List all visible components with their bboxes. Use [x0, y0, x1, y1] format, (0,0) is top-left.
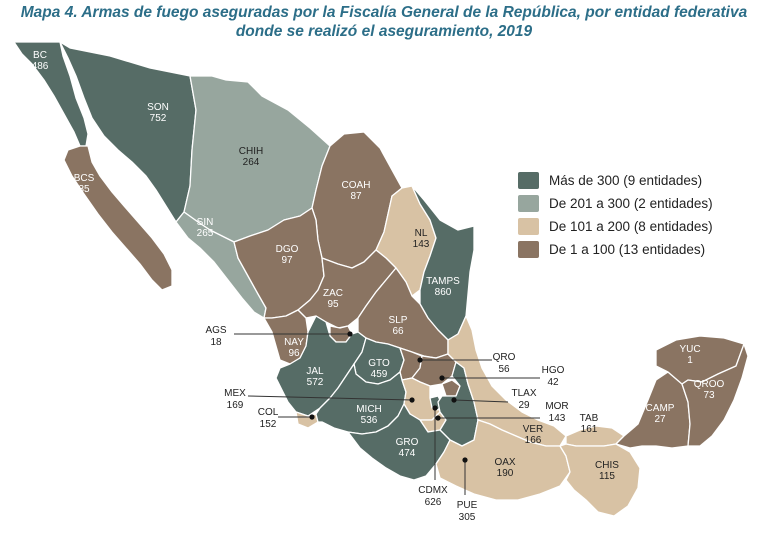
state-gro[interactable] — [347, 403, 451, 481]
label-mich: MICH 536 — [356, 404, 382, 426]
label-jal: JAL 572 — [306, 366, 324, 388]
label-gro: GRO 474 — [396, 437, 419, 459]
state-chis[interactable] — [559, 443, 641, 517]
map-title: Mapa 4. Armas de fuego aseguradas por la… — [0, 3, 768, 41]
legend-item-cat4: De 1 a 100 (13 entidades) — [518, 239, 713, 260]
dot-mex — [409, 397, 415, 403]
label-yuc: YUC 1 — [679, 344, 700, 366]
legend: Más de 300 (9 entidades) De 201 a 300 (2… — [518, 170, 713, 262]
leader-lines — [234, 333, 540, 495]
legend-label: De 1 a 100 (13 entidades) — [549, 242, 706, 257]
label-oax: OAX 190 — [494, 457, 515, 479]
dot-ags — [347, 331, 353, 337]
outside-labels: AGS 18 MEX 169 COL 152 QRO 56 HGO 42 TLAX 29 M… — [205, 325, 598, 523]
label-nl: NL 143 — [413, 228, 430, 250]
legend-item-cat1: Más de 300 (9 entidades) — [518, 170, 713, 191]
legend-swatch — [518, 241, 539, 258]
label-slp: SLP 66 — [389, 315, 408, 337]
label-coah: COAH 87 — [342, 180, 371, 202]
label-chis: CHIS 115 — [595, 460, 619, 482]
label-mor: MOR 143 — [545, 401, 568, 424]
state-labels: BC 486 SON 752 BCS 35 CHIH 264 COAH 87 SIN 265… — [32, 50, 725, 482]
label-nay: NAY 96 — [284, 337, 304, 359]
label-ags: AGS 18 — [205, 325, 226, 348]
legend-item-cat3: De 101 a 200 (8 entidades) — [518, 216, 713, 237]
label-pue: PUE 305 — [457, 500, 478, 523]
label-tab: TAB 161 — [580, 413, 599, 435]
label-bcs: BCS 35 — [74, 173, 95, 195]
label-cdmx: CDMX 626 — [418, 485, 448, 508]
dot-cdmx — [432, 405, 438, 411]
label-tamps: TAMPS 860 — [426, 276, 460, 298]
label-hgo: HGO 42 — [542, 365, 565, 388]
state-bcs[interactable] — [63, 145, 173, 291]
map-title-line-1: Mapa 4. Armas de fuego aseguradas por la… — [20, 4, 748, 21]
dot-pue — [462, 457, 468, 463]
label-ver: VER 166 — [523, 424, 544, 446]
legend-label: Más de 300 (9 entidades) — [549, 173, 703, 188]
dot-tlax — [451, 397, 457, 403]
map-title-line-2: donde se realizó el aseguramiento, 2019 — [235, 23, 533, 40]
legend-swatch — [518, 195, 539, 212]
label-dgo: DGO 97 — [276, 244, 299, 266]
dot-hgo — [439, 375, 445, 381]
legend-label: De 201 a 300 (2 entidades) — [549, 196, 713, 211]
label-col: COL 152 — [258, 407, 279, 430]
state-qroo[interactable] — [681, 343, 749, 447]
legend-swatch — [518, 218, 539, 235]
dot-col — [309, 414, 315, 420]
dot-qro — [417, 357, 423, 363]
state-dots — [309, 331, 468, 463]
label-chih: CHIH 264 — [239, 146, 263, 168]
state-son[interactable] — [59, 41, 197, 223]
label-qroo: QROO 73 — [694, 379, 725, 401]
label-camp: CAMP 27 — [646, 403, 675, 425]
label-bc: BC 486 — [32, 50, 49, 72]
legend-item-cat2: De 201 a 300 (2 entidades) — [518, 193, 713, 214]
label-zac: ZAC 95 — [323, 288, 343, 310]
label-mex: MEX 169 — [224, 388, 246, 411]
legend-label: De 101 a 200 (8 entidades) — [549, 219, 713, 234]
label-sin: SIN 265 — [197, 217, 214, 239]
legend-swatch — [518, 172, 539, 189]
label-son: SON 752 — [147, 102, 169, 124]
label-gto: GTO 459 — [368, 358, 390, 380]
dot-mor — [435, 415, 441, 421]
label-qro: QRO 56 — [493, 352, 516, 375]
label-tlax: TLAX 29 — [511, 388, 536, 411]
